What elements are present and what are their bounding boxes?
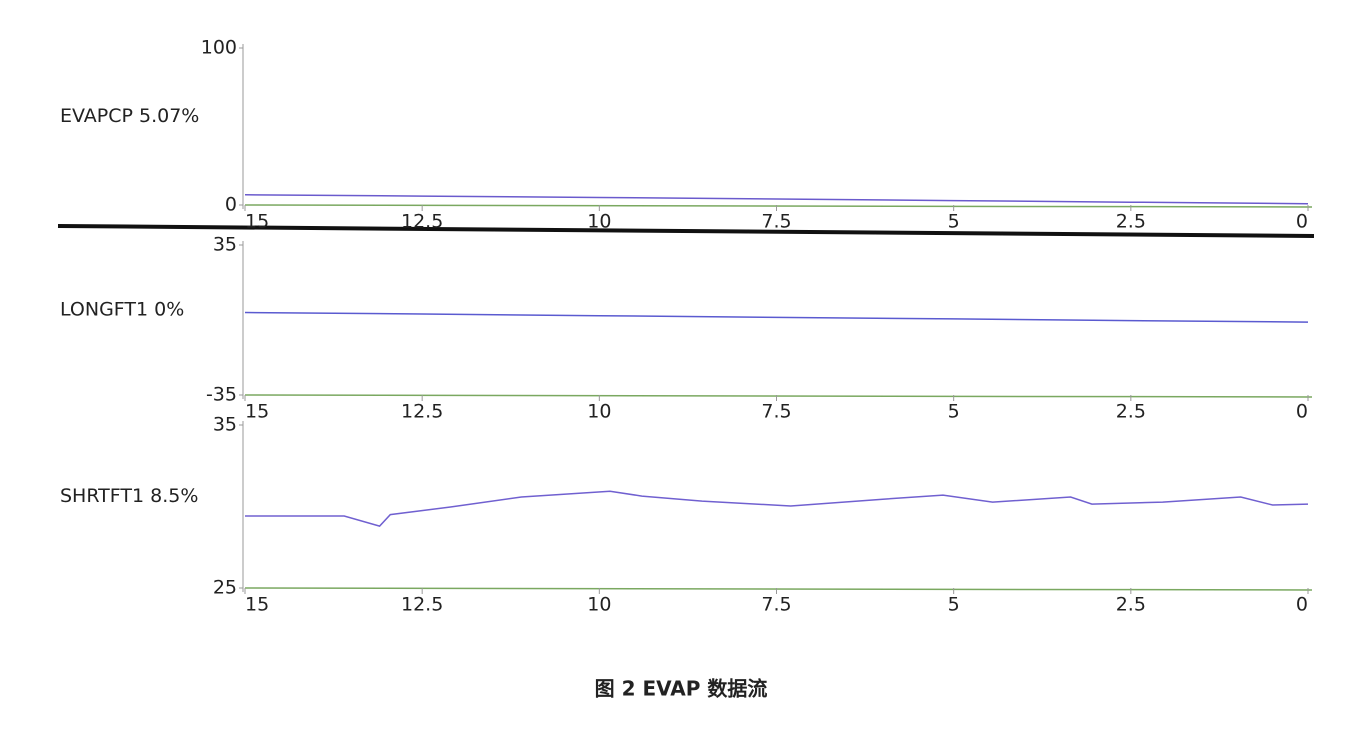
x-tick-label: 12.5: [401, 594, 443, 616]
x-tick-label: 7.5: [761, 594, 791, 616]
data-line: [244, 311, 1309, 323]
x-tick-label: 5: [948, 401, 960, 423]
separator: [57, 224, 1315, 238]
x-tick-label: 2.5: [1116, 211, 1146, 233]
series-label: LONGFT1 0%: [60, 299, 184, 321]
x-axis: [244, 587, 1313, 591]
x-tick-label: 12.5: [401, 401, 443, 423]
caption: 图 2 EVAP 数据流: [595, 677, 768, 701]
x-tick-label: 10: [587, 594, 611, 616]
x-tick-label: 5: [948, 594, 960, 616]
x-tick-label: 15: [245, 401, 269, 423]
x-tick-label: 7.5: [761, 401, 791, 423]
x-tick-label: 0: [1296, 594, 1308, 616]
x-tick-label: 5: [948, 211, 960, 233]
x-tick-label: 10: [587, 211, 611, 233]
y-tick-label: 35: [213, 234, 237, 256]
data-line: [244, 194, 1309, 205]
x-tick-label: 15: [245, 211, 269, 233]
x-tick-label: 2.5: [1116, 401, 1146, 423]
series-label: EVAPCP 5.07%: [60, 105, 199, 127]
y-tick-label: 100: [201, 37, 237, 59]
x-axis: [244, 204, 1313, 208]
y-tick-label: -35: [206, 384, 237, 406]
y-tick-label: 0: [225, 194, 237, 216]
y-tick-label: 25: [213, 577, 237, 599]
x-tick-label: 10: [587, 401, 611, 423]
x-tick-label: 12.5: [401, 211, 443, 233]
data-line: [245, 490, 1309, 527]
y-tick-label: 35: [213, 414, 237, 436]
x-tick-label: 7.5: [761, 211, 791, 233]
x-tick-label: 15: [245, 594, 269, 616]
x-axis: [244, 394, 1313, 398]
x-tick-label: 0: [1296, 401, 1308, 423]
x-tick-label: 2.5: [1116, 594, 1146, 616]
x-tick-label: 0: [1296, 211, 1308, 233]
series-label: SHRTFT1 8.5%: [60, 485, 198, 507]
